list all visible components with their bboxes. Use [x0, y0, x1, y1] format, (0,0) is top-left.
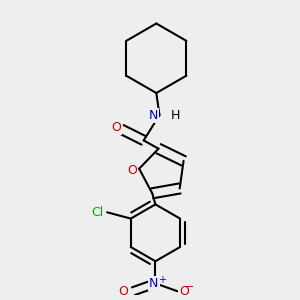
Text: O: O	[179, 285, 189, 298]
Text: O: O	[111, 121, 121, 134]
Text: +: +	[158, 274, 166, 285]
Text: O: O	[119, 285, 129, 298]
Text: O: O	[127, 164, 137, 177]
Text: N: N	[148, 109, 158, 122]
Text: N: N	[149, 277, 158, 290]
Text: H: H	[170, 109, 180, 122]
Text: Cl: Cl	[92, 206, 104, 219]
Text: −: −	[185, 281, 194, 292]
